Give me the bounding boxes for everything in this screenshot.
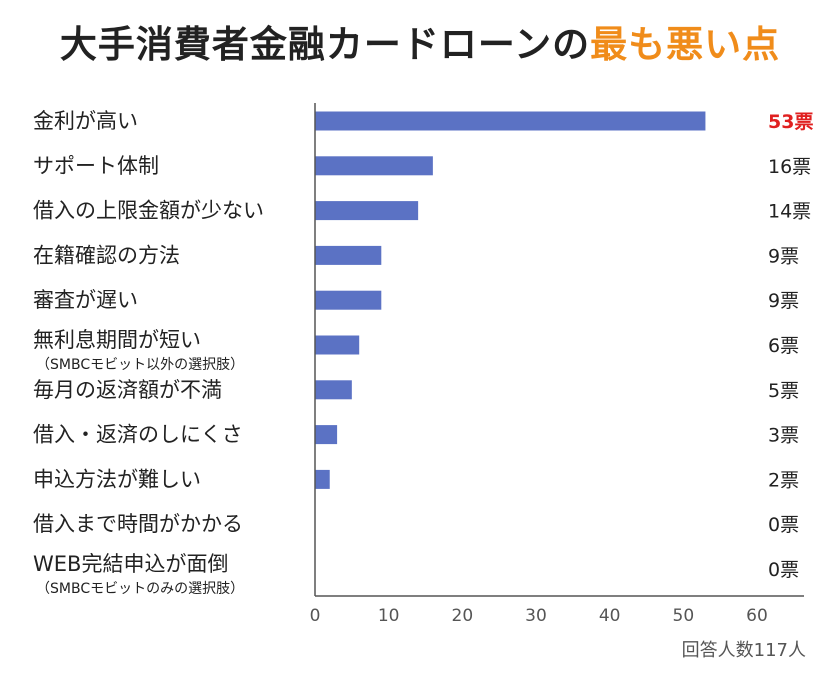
vote-count-label: 9票	[768, 245, 799, 267]
vote-count-label: 2票	[768, 469, 799, 491]
category-label: 審査が遅い	[33, 288, 138, 312]
x-tick-label: 30	[525, 606, 547, 626]
category-note: （SMBCモビットのみの選択肢）	[36, 581, 244, 597]
vote-count-label: 0票	[768, 514, 799, 536]
category-label: 無利息期間が短い	[33, 328, 201, 352]
bar	[315, 335, 360, 355]
bar	[315, 425, 338, 445]
x-tick-label: 40	[599, 606, 621, 626]
category-label: WEB完結申込が面倒	[33, 552, 228, 576]
x-tick-label: 50	[673, 606, 695, 626]
category-note: （SMBCモビット以外の選択肢）	[36, 357, 244, 373]
category-label: 金利が高い	[33, 109, 138, 133]
vote-count-label: 53票	[768, 111, 813, 133]
category-label: 在籍確認の方法	[33, 243, 180, 267]
vote-count-label: 3票	[768, 425, 799, 447]
vote-count-label: 14票	[768, 201, 811, 223]
x-tick-label: 20	[452, 606, 474, 626]
chart-title-main: 大手消費者金融カードローンの	[59, 23, 591, 66]
vote-count-label: 0票	[768, 559, 799, 581]
bar	[315, 290, 382, 310]
vote-count-label: 5票	[768, 380, 799, 402]
chart-title: 大手消費者金融カードローンの最も悪い点	[0, 14, 840, 68]
bar	[315, 380, 352, 400]
bar	[315, 469, 330, 489]
category-label: 借入・返済のしにくさ	[33, 423, 243, 447]
category-label: サポート体制	[33, 154, 159, 178]
vote-count-label: 16票	[768, 156, 811, 178]
bar	[315, 201, 419, 221]
category-label: 毎月の返済額が不満	[33, 378, 222, 402]
vote-count-label: 9票	[768, 290, 799, 312]
category-label: 借入まで時間がかかる	[33, 512, 243, 536]
category-label: 申込方法が難しい	[33, 467, 201, 491]
respondent-count-footnote: 回答人数117人	[681, 640, 806, 661]
bar	[315, 111, 706, 131]
x-tick-label: 0	[310, 606, 321, 626]
x-tick-label: 60	[746, 606, 768, 626]
x-tick-label: 10	[378, 606, 400, 626]
bar	[315, 156, 433, 176]
chart-title-highlight: 最も悪い点	[590, 23, 781, 66]
vote-count-label: 6票	[768, 335, 799, 357]
bar	[315, 245, 382, 265]
category-label: 借入の上限金額が少ない	[33, 199, 264, 223]
